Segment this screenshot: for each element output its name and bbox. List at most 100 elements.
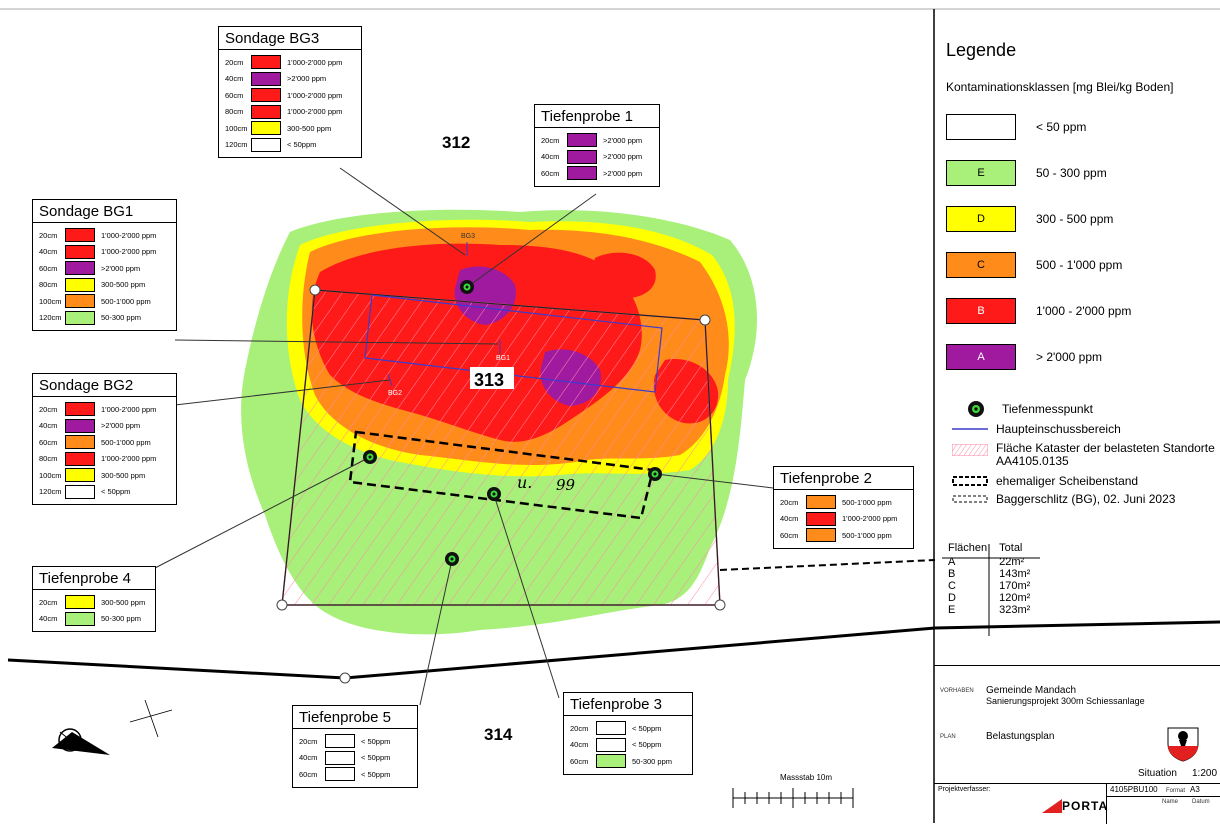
area-code: D: [948, 592, 956, 604]
sample-value: >2'000 ppm: [101, 263, 141, 273]
plan-name: Belastungsplan: [986, 731, 1055, 742]
coat-of-arms-icon: [1167, 727, 1199, 762]
legend-class-swatch: C: [946, 252, 1016, 278]
callout-rows: 20cm 1'000-2'000 ppm 40cm >2'000 ppm 60cm 1'0…: [219, 50, 361, 157]
sample-row: 80cm 300-500 ppm: [39, 277, 170, 294]
color-swatch: [806, 528, 836, 543]
north-arrow-icon: [52, 728, 110, 755]
sample-depth: 120cm: [39, 313, 62, 323]
sample-value: < 50ppm: [361, 753, 391, 763]
legend-class-swatch: A: [946, 344, 1016, 370]
dashed-bold-rect-icon: [952, 476, 988, 486]
handwritten-label: u.: [517, 473, 532, 492]
sample-row: 40cm >2'000 ppm: [39, 418, 170, 435]
legend-class-item: B 1'000 - 2'000 ppm: [946, 298, 1131, 324]
sample-row: 40cm < 50ppm: [570, 737, 686, 754]
color-swatch: [596, 737, 626, 752]
title-block: VORHABEN Gemeinde Mandach Sanierungsproj…: [934, 665, 1220, 824]
callout-title: Sondage BG3: [219, 27, 361, 50]
sample-depth: 60cm: [570, 756, 589, 766]
tag-bg2: BG2: [388, 390, 402, 397]
color-swatch: [325, 734, 355, 749]
table-row: B 143m²: [942, 568, 1036, 580]
sample-depth: 100cm: [39, 296, 62, 306]
measurement-points: [363, 280, 662, 566]
parcel-313: 313: [474, 370, 504, 390]
sample-value: 300-500 ppm: [287, 123, 332, 133]
legend-cadastre-line1: Fläche Kataster der belasteten Standorte: [996, 441, 1215, 455]
callout-title: Tiefenprobe 3: [564, 693, 692, 716]
legend-cadastre: Fläche Kataster der belasteten Standorte…: [950, 442, 1215, 468]
callout-sondage-bg1: Sondage BG1 20cm 1'000-2'000 ppm 40cm 1'000…: [32, 199, 177, 331]
plan-number: 4105PBU100: [1110, 785, 1158, 794]
color-swatch: [65, 310, 95, 325]
sample-row: 20cm 300-500 ppm: [39, 594, 149, 611]
sample-value: < 50ppm: [361, 769, 391, 779]
legend-trench-label: Baggerschlitz (BG), 02. Juni 2023: [996, 492, 1176, 506]
sample-depth: 20cm: [39, 404, 58, 414]
sample-depth: 120cm: [39, 487, 62, 497]
legend-class-label: 300 - 500 ppm: [1036, 212, 1114, 226]
color-swatch: [325, 767, 355, 782]
areas-table: Flächen Total A 22m² B 143m² C 170m² D 120m²…: [942, 540, 1036, 616]
legend-main-area-label: Haupteinschussbereich: [996, 422, 1121, 436]
cadastre-area: [281, 289, 721, 606]
callout-title: Sondage BG2: [33, 374, 176, 397]
callout-rows: 20cm 1'000-2'000 ppm 40cm 1'000-2'000 ppm 60…: [33, 223, 176, 330]
sample-value: 300-500 ppm: [101, 470, 146, 480]
callout-sondage-bg2: Sondage BG2 20cm 1'000-2'000 ppm 40cm >2'00…: [32, 373, 177, 505]
sample-depth: 40cm: [299, 753, 318, 763]
legend-panel: Legende Kontaminationsklassen [mg Blei/k…: [934, 10, 1220, 665]
sample-value: 50-300 ppm: [101, 614, 142, 624]
sample-depth: 60cm: [299, 769, 318, 779]
sample-depth: 40cm: [541, 152, 560, 162]
color-swatch: [65, 261, 95, 276]
sample-depth: 80cm: [39, 280, 58, 290]
legend-class-item: E 50 - 300 ppm: [946, 160, 1107, 186]
sample-row: 40cm 1'000-2'000 ppm: [780, 511, 907, 528]
sample-row: 20cm < 50ppm: [570, 720, 686, 737]
areas-header-surface: Flächen: [948, 542, 988, 554]
table-row: C 170m²: [942, 580, 1036, 592]
area-code: A: [948, 556, 956, 568]
sample-depth: 40cm: [225, 74, 244, 84]
sample-row: 40cm >2'000 ppm: [541, 149, 653, 166]
sample-value: >2'000 ppm: [603, 168, 643, 178]
legend-class-swatch: E: [946, 160, 1016, 186]
sample-row: 20cm >2'000 ppm: [541, 132, 653, 149]
color-swatch: [65, 435, 95, 450]
legend-title: Legende: [946, 40, 1017, 60]
callout-rows: 20cm 1'000-2'000 ppm 40cm >2'000 ppm 60cm 500…: [33, 397, 176, 504]
area-code: E: [948, 604, 956, 616]
legend-class-label: 50 - 300 ppm: [1036, 166, 1107, 180]
measure-point-1: [460, 280, 474, 294]
callout-title: Tiefenprobe 2: [774, 467, 913, 490]
legend-class-item: < 50 ppm: [946, 114, 1086, 140]
callout-rows: 20cm < 50ppm 40cm < 50ppm 60cm 50-300 ppm: [564, 716, 692, 774]
sample-value: 1'000-2'000 ppm: [101, 404, 157, 414]
measure-point-2: [648, 467, 662, 481]
sample-depth: 20cm: [39, 230, 58, 240]
color-swatch: [251, 137, 281, 152]
sample-depth: 40cm: [39, 247, 58, 257]
callout-title: Sondage BG1: [33, 200, 176, 223]
sample-value: 500-1'000 ppm: [101, 437, 151, 447]
company-name: PORTA: [1062, 799, 1109, 813]
legend-class-label: < 50 ppm: [1036, 120, 1087, 134]
sample-row: 60cm >2'000 ppm: [541, 165, 653, 182]
sample-depth: 120cm: [225, 140, 248, 150]
leader-lines: [154, 167, 774, 706]
sample-value: >2'000 ppm: [603, 135, 643, 145]
sample-value: 1'000-2'000 ppm: [101, 454, 157, 464]
legend-class-label: > 2'000 ppm: [1036, 350, 1103, 364]
sample-depth: 80cm: [225, 107, 244, 117]
callout-title: Tiefenprobe 1: [535, 105, 659, 128]
tag-bg3: BG3: [461, 233, 475, 240]
sample-value: 1'000-2'000 ppm: [287, 90, 343, 100]
sample-value: < 50ppm: [287, 140, 317, 150]
sample-value: 300-500 ppm: [101, 597, 146, 607]
sample-row: 120cm < 50ppm: [225, 137, 355, 154]
sample-depth: 20cm: [225, 57, 244, 67]
callout-tiefenprobe-5: Tiefenprobe 5 20cm < 50ppm 40cm < 50ppm 60cm…: [292, 705, 418, 788]
sample-row: 60cm 500-1'000 ppm: [780, 527, 907, 544]
